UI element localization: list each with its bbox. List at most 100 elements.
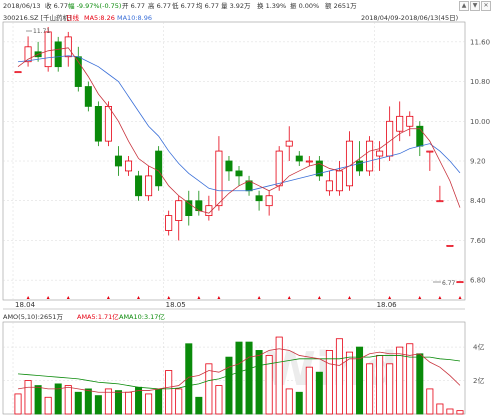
event-marker: ▴ [167,294,170,301]
event-marker: ▴ [458,294,461,301]
candle-body [64,36,72,58]
date-tick-label: 18.04 [15,301,36,309]
price-tick-label: 8.40 [470,197,486,205]
candlesticks [14,26,464,284]
volume-bar [74,391,82,415]
candle-body [376,150,384,157]
candle-body [44,31,52,68]
high-annotation: 11.71 [33,28,50,35]
ama10-label: AMA10:3.17亿 [119,313,165,321]
period-label: 日线 [66,14,79,22]
volume-bar [14,393,22,415]
price-tick-label: 10.00 [470,118,490,126]
price-tick-label: 11.60 [470,38,490,46]
volume-bar [195,396,203,415]
candle-body [165,215,173,231]
candle-body [225,160,233,172]
volume-bar [245,341,253,415]
volume-bar [165,370,173,415]
quote-amplitude: 振 0.00% [290,2,320,10]
volume-info-bar: AMO(5,10):2651万 AMA5:1.71亿 AMA10:3.17亿 [0,311,500,323]
volume-bar [295,391,303,415]
volume-bar [114,390,122,415]
candle-body [456,281,464,284]
candle-body [84,86,92,107]
candle-body [54,41,62,68]
ma10-label: MA10:8.96 [117,14,152,22]
candle-body [24,46,32,63]
quote-close: 收 6.77 [45,2,69,10]
price-axis: 11.60 10.80 10.00 9.20 8.40 7.60 6.80 4亿 2亿 [470,38,490,385]
candle-body [215,150,223,207]
event-marker: ▴ [27,294,30,301]
volume-bar [285,388,293,415]
candle-body [366,140,374,172]
volume-bar [235,341,243,415]
ma10-line [17,55,461,192]
candle-body [386,120,394,157]
volume-bar [335,338,343,415]
low-annotation: 6.77 [442,280,456,287]
volume-bar [456,410,464,415]
event-marker: ▴ [318,294,321,301]
volume-bar [356,346,364,415]
candle-body [436,200,444,203]
date-range: 2018/04/09-2018/06/13(45日) [361,14,459,22]
quote-avg: 均 6.77 [196,2,220,10]
volume-bar [215,385,223,415]
event-marker: ▴ [217,294,220,301]
event-marker: ▴ [418,294,421,301]
ama5-line [17,348,461,393]
candle-body [315,160,323,177]
volume-bar [24,380,32,415]
volume-bar [255,350,263,415]
price-tick-label: 6.80 [470,277,486,285]
down-icon[interactable]: ▼ [470,1,480,11]
candle-body [185,200,193,217]
volume-bar [124,391,133,415]
event-marker: ▴ [107,294,110,301]
volume-bar [446,408,454,415]
volume-bar [376,355,384,415]
ma-lines [17,47,461,393]
ma5-line [17,47,461,214]
candle-body [285,140,293,147]
event-marker: ▴ [67,294,70,301]
volume-bar [345,351,354,415]
quote-date: 2018/06/13 [3,2,41,10]
candle-body [255,195,263,202]
event-marker: ▴ [197,294,200,301]
volume-tick-label: 2亿 [473,376,484,385]
candle-body [14,71,22,74]
event-marker: ▴ [137,294,140,301]
quote-low: 低 6.77 [172,2,196,10]
volume-bar [185,343,193,415]
volume-bar [366,363,374,415]
date-axis: 18.04 18.05 18.06 [15,301,397,309]
quote-amount: 额 2651万 [325,2,357,10]
volume-bar [205,363,213,415]
volume-bar [305,366,313,415]
close-icon[interactable]: ✕ [481,1,491,11]
volume-bars [14,336,464,415]
candle-body [205,205,213,217]
candle-body [325,180,333,192]
volume-bar [315,371,323,415]
quote-volume: 量 3.92万 [221,2,251,10]
candle-body [114,155,122,167]
candle-body [345,140,354,187]
up-icon[interactable]: ▲ [459,1,469,11]
price-tick-label: 10.80 [470,78,490,86]
volume-bar [34,385,42,415]
date-tick-label: 18.05 [166,301,186,309]
candle-body [356,160,364,172]
quote-high: 高 6.77 [148,2,172,10]
quote-change: 幅 -9.97%(-0.75) [68,2,122,10]
volume-bar [426,388,434,415]
quote-bar: 2018/06/13 收 6.77 幅 -9.97%(-0.75) 开 6.77… [0,0,500,12]
event-marker: ▴ [47,294,50,301]
volume-bar [175,388,183,415]
candle-body [305,160,313,163]
price-tick-label: 9.20 [470,158,486,166]
